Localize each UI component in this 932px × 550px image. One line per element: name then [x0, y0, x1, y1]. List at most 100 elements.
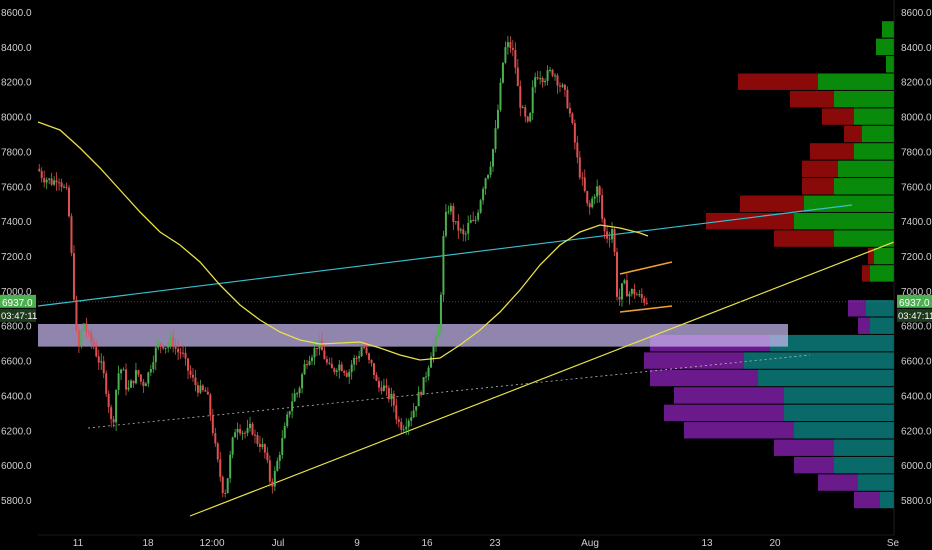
candle-up: [638, 294, 641, 296]
price-tick-label-left: 8600.0: [1, 8, 32, 19]
candle-down: [330, 363, 333, 369]
supply-demand-zone: [38, 323, 788, 347]
candle-up: [296, 393, 299, 395]
candle-up: [427, 367, 430, 377]
time-tick-label: 18: [142, 538, 154, 549]
candle-up: [494, 128, 497, 150]
candle-up: [437, 330, 440, 337]
price-tick-label-left: 6800.0: [1, 322, 32, 333]
candle-up: [496, 110, 499, 129]
candle-up: [149, 369, 152, 373]
candle-up: [390, 393, 393, 400]
candle-up: [447, 211, 450, 213]
vp-up-bar: [862, 125, 894, 143]
candle-up: [335, 370, 338, 372]
candle-down: [107, 393, 110, 408]
candle-down: [204, 390, 207, 392]
candle-down: [224, 493, 227, 495]
candle-up: [539, 78, 542, 80]
candle-up: [100, 361, 103, 363]
candle-down: [139, 374, 142, 382]
vp-down-bar: [706, 212, 794, 230]
candle-up: [531, 87, 534, 113]
candle-down: [306, 364, 309, 366]
candle-up: [127, 387, 130, 390]
candle-down: [377, 380, 380, 388]
candle-down: [75, 299, 78, 331]
candle-down: [194, 377, 197, 386]
vp-down-bar: [862, 265, 870, 282]
candle-down: [239, 428, 242, 434]
candle-up: [276, 460, 279, 471]
candle-down: [452, 205, 455, 223]
candle-down: [385, 385, 388, 388]
candle-down: [640, 294, 643, 299]
candle-down: [90, 333, 93, 342]
vp-down-bar: [802, 160, 838, 178]
candle-up: [308, 360, 311, 365]
candle-down: [209, 394, 212, 416]
candle-down: [328, 362, 331, 364]
candle-up: [348, 371, 351, 377]
candle-down: [563, 84, 566, 90]
time-tick-label: 20: [769, 538, 781, 549]
candle-up: [338, 364, 341, 371]
candle-down: [256, 434, 259, 444]
candle-down: [576, 142, 579, 158]
candle-up: [501, 62, 504, 83]
candle-down: [365, 347, 368, 354]
candle-up: [358, 356, 361, 359]
price-tick-label-left: 6200.0: [1, 426, 32, 437]
candle-up: [167, 345, 170, 348]
candle-down: [601, 195, 604, 219]
candle-up: [482, 188, 485, 201]
candle-down: [625, 280, 628, 297]
candle-up: [283, 426, 286, 439]
candle-up: [53, 180, 56, 185]
candle-up: [405, 426, 408, 430]
ma-line: [37, 121, 649, 361]
price-tick-label: 6600.0: [901, 357, 932, 368]
candle-down: [345, 373, 348, 377]
price-tick-label-left: 8000.0: [1, 113, 32, 124]
candle-up: [82, 323, 85, 331]
candle-down: [182, 352, 185, 354]
candle-up: [492, 149, 495, 167]
candle-down: [315, 347, 318, 349]
candle-down: [184, 352, 187, 359]
price-tick-label-left: 8400.0: [1, 43, 32, 54]
time-tick-label: 12:00: [199, 538, 224, 549]
candle-down: [187, 358, 190, 371]
candle-up: [301, 374, 304, 389]
candle-up: [415, 406, 418, 411]
candle-up: [432, 344, 435, 357]
time-tick-label: 16: [421, 538, 433, 549]
candle-down: [566, 89, 569, 109]
vp-up-bar: [784, 387, 894, 404]
candle-down: [375, 375, 378, 381]
candle-down: [457, 221, 460, 231]
candle-down: [387, 387, 390, 400]
candle-down: [258, 443, 261, 447]
time-tick-label: 9: [354, 538, 360, 549]
vp-up-bar: [870, 265, 894, 282]
candle-up: [234, 432, 237, 438]
last-price-label-left: 6937.0: [2, 298, 33, 309]
candle-down: [72, 253, 75, 300]
vp-up-bar: [794, 212, 894, 230]
candle-up: [521, 107, 524, 109]
candle-down: [125, 369, 128, 390]
candle-up: [467, 222, 470, 234]
candle-up: [236, 428, 239, 433]
candle-up: [313, 347, 316, 358]
candle-down: [368, 353, 371, 360]
vp-down-bar: [822, 108, 854, 125]
candle-up: [231, 437, 234, 455]
vp-up-bar: [870, 317, 894, 334]
candle-down: [137, 370, 140, 375]
flag-upper-line: [619, 261, 673, 275]
countdown-badge-left: [0, 308, 36, 322]
vp-up-bar: [854, 108, 894, 125]
